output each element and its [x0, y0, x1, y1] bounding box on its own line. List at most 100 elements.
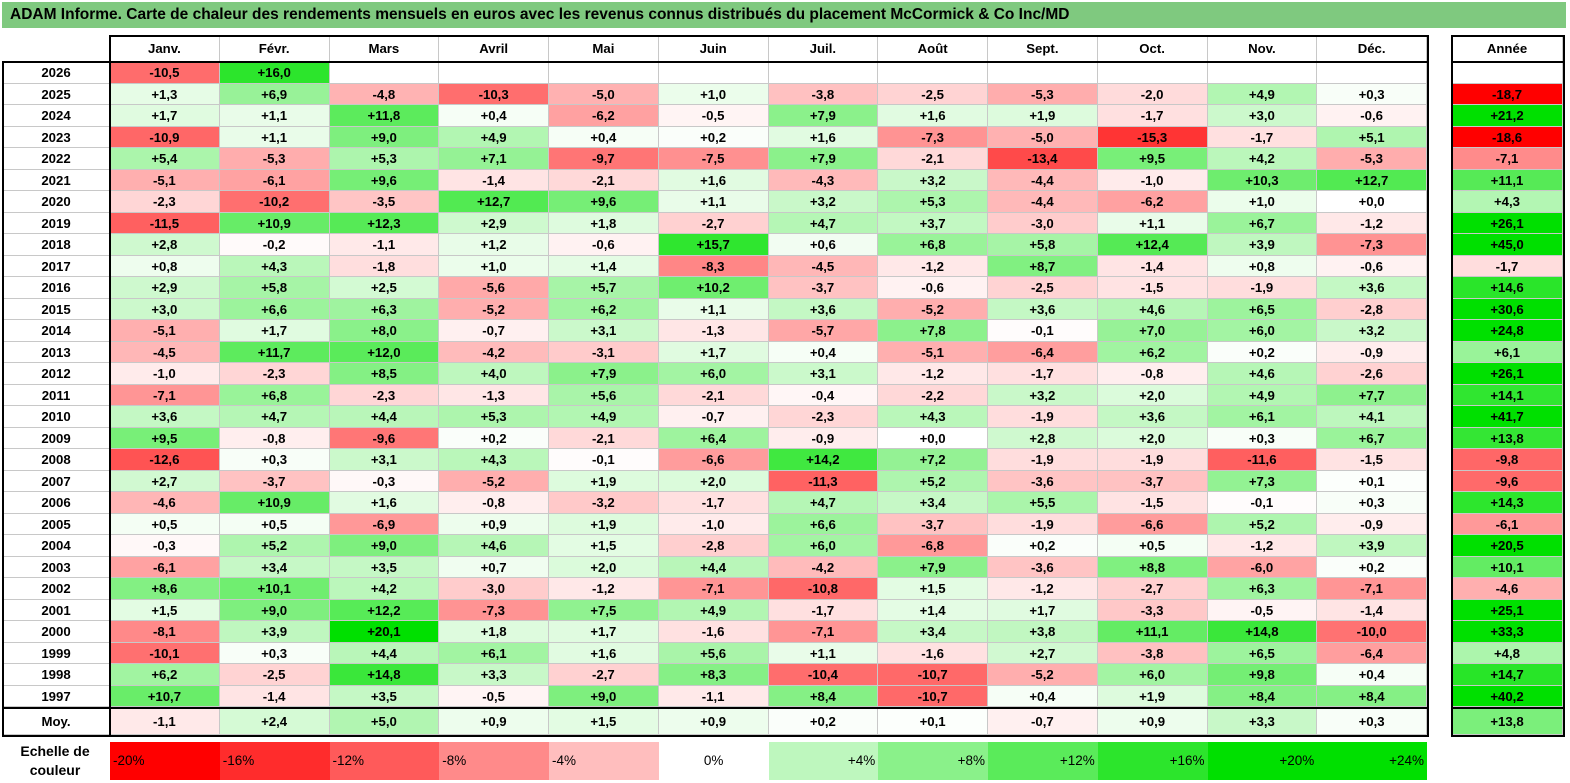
heatmap-cell: +0,4 — [988, 685, 1098, 707]
year-total-cell: +14,7 — [1452, 664, 1563, 686]
heatmap-cell: -6,0 — [1207, 556, 1318, 578]
heatmap-cell: -2,8 — [1317, 298, 1427, 320]
heatmap-cell: +10,9 — [219, 212, 330, 234]
heatmap-cell — [549, 62, 659, 84]
heatmap-cell: -7,1 — [1317, 578, 1427, 600]
heatmap-cell: +4,7 — [768, 492, 879, 514]
heatmap-cell: -1,7 — [658, 492, 769, 514]
heatmap-cell: +2,0 — [658, 470, 769, 492]
heatmap-cell: +1,1 — [219, 126, 330, 148]
heatmap-cell: +9,5 — [1097, 148, 1208, 170]
heatmap-cell: -11,3 — [768, 470, 879, 492]
heatmap-cell: +12,7 — [1317, 169, 1427, 191]
heatmap-cell: +3,5 — [329, 685, 440, 707]
heatmap-cell: -2,0 — [1097, 83, 1208, 105]
heatmap-cell — [768, 62, 879, 84]
heatmap-cell: -3,0 — [988, 212, 1098, 234]
year-total-cell: +20,5 — [1452, 535, 1563, 557]
heatmap-cell: +3,6 — [1097, 406, 1208, 428]
heatmap-cell: -2,8 — [658, 535, 769, 557]
heatmap-cell: +2,0 — [1097, 427, 1208, 449]
heatmap-cell: +2,7 — [988, 642, 1098, 664]
heatmap-cell: -3,8 — [1097, 642, 1208, 664]
heatmap-cell: +6,8 — [878, 234, 988, 256]
heatmap-cell: -1,9 — [1207, 277, 1318, 299]
heatmap-cell: +6,3 — [1207, 578, 1318, 600]
color-scale-swatch: +8% — [878, 742, 988, 780]
heatmap-cell: +0,3 — [1207, 427, 1318, 449]
heatmap-cell: -0,9 — [768, 427, 879, 449]
heatmap-cell: -2,5 — [878, 83, 988, 105]
heatmap-cell: -2,1 — [658, 384, 769, 406]
heatmap-cell: +4,4 — [329, 642, 440, 664]
average-cell: +2,4 — [219, 709, 330, 735]
heatmap-cell: +0,5 — [1097, 535, 1208, 557]
heatmap-cell: +7,9 — [549, 363, 659, 385]
heatmap-cell: +3,3 — [439, 664, 549, 686]
heatmap-cell: -1,6 — [658, 621, 769, 643]
heatmap-cell: -6,9 — [329, 513, 440, 535]
year-label: 2025 — [2, 84, 110, 105]
heatmap-cell: -6,1 — [110, 556, 220, 578]
heatmap-cell — [988, 62, 1098, 84]
heatmap-cell: -6,4 — [1317, 642, 1427, 664]
average-cell: +0,2 — [768, 709, 879, 735]
heatmap-cell: +3,2 — [1317, 320, 1427, 342]
year-total-cell: +11,1 — [1452, 169, 1563, 191]
heatmap-cell: -1,7 — [1207, 126, 1318, 148]
month-header: Nov. — [1207, 36, 1318, 62]
frame-line — [1427, 35, 1429, 737]
heatmap-cell: +6,7 — [1207, 212, 1318, 234]
heatmap-cell: +1,6 — [878, 105, 988, 127]
heatmap-cell: -0,6 — [549, 234, 659, 256]
heatmap-cell: -10,7 — [878, 685, 988, 707]
year-label: 1998 — [2, 664, 110, 686]
heatmap-cell: -4,4 — [988, 169, 1098, 191]
heatmap-cell: -0,9 — [1317, 341, 1427, 363]
heatmap-cell: +16,0 — [219, 62, 330, 84]
heatmap-cell: +14,8 — [329, 664, 440, 686]
heatmap-cell: +4,9 — [658, 599, 769, 621]
heatmap-cell: +1,0 — [439, 255, 549, 277]
heatmap-cell: +0,0 — [1317, 191, 1427, 213]
heatmap-cell: -4,5 — [110, 341, 220, 363]
year-total-cell: +6,1 — [1452, 341, 1563, 363]
heatmap-cell: +8,4 — [768, 685, 879, 707]
heatmap-cell: +9,6 — [549, 191, 659, 213]
average-label: Moy. — [2, 709, 110, 735]
heatmap-cell: -2,3 — [768, 406, 879, 428]
heatmap-cell: +0,2 — [439, 427, 549, 449]
heatmap-cell: +8,0 — [329, 320, 440, 342]
heatmap-cell: +20,1 — [329, 621, 440, 643]
year-total-cell: +21,2 — [1452, 105, 1563, 127]
heatmap-cell: -0,8 — [1097, 363, 1208, 385]
heatmap-cell: -13,4 — [988, 148, 1098, 170]
heatmap-cell: -4,3 — [768, 169, 879, 191]
heatmap-cell: -0,7 — [658, 406, 769, 428]
heatmap-cell: +9,0 — [329, 535, 440, 557]
heatmap-cell: -1,0 — [1097, 169, 1208, 191]
heatmap-cell: +1,7 — [549, 621, 659, 643]
month-header: Avril — [439, 36, 549, 62]
heatmap-cell: -6,2 — [549, 105, 659, 127]
heatmap-cell: -1,2 — [878, 363, 988, 385]
heatmap-cell: -4,4 — [988, 191, 1098, 213]
heatmap-cell: +5,6 — [658, 642, 769, 664]
heatmap-cell: -3,1 — [549, 341, 659, 363]
average-cell: +1,5 — [549, 709, 659, 735]
heatmap-cell: +5,2 — [219, 535, 330, 557]
heatmap-cell: -5,3 — [1317, 148, 1427, 170]
heatmap-cell: -0,5 — [658, 105, 769, 127]
year-label: 2011 — [2, 385, 110, 406]
year-label: 2002 — [2, 578, 110, 600]
year-label: 2008 — [2, 449, 110, 471]
heatmap-cell: +12,0 — [329, 341, 440, 363]
heatmap-cell: +7,5 — [549, 599, 659, 621]
heatmap-cell: +4,4 — [329, 406, 440, 428]
year-label: 2009 — [2, 428, 110, 449]
heatmap-cell: -1,3 — [439, 384, 549, 406]
heatmap-cell: +6,0 — [658, 363, 769, 385]
year-label: 2003 — [2, 557, 110, 578]
heatmap-cell: -2,3 — [329, 384, 440, 406]
heatmap-cell: -0,3 — [329, 470, 440, 492]
